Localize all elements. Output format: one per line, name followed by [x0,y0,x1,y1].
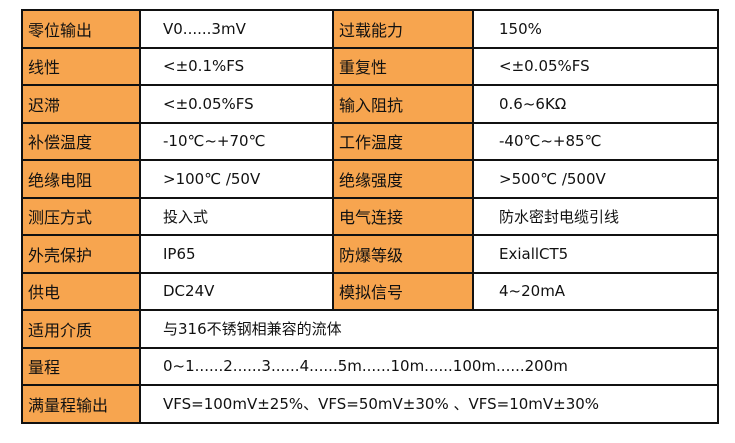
spec-label: 补偿温度 [21,121,141,161]
spec-label: 工作温度 [332,121,474,161]
spec-label: 迟滞 [21,84,141,124]
spec-row-wide: 量程 0~1......2......3......4......5m.....… [21,346,719,386]
spec-label: 模拟信号 [332,271,474,311]
spec-value: DC24V [139,271,334,311]
spec-label: 输入阻抗 [332,84,474,124]
spec-label: 满量程输出 [21,384,141,424]
spec-label: 防爆等级 [332,234,474,274]
spec-value: ExiallCT5 [472,234,719,274]
spec-row: 补偿温度 -10℃~+70℃ 工作温度 -40℃~+85℃ [21,121,719,161]
spec-row: 外壳保护 IP65 防爆等级 ExiallCT5 [21,234,719,274]
spec-value: 防水密封电缆引线 [472,196,719,236]
spec-row-wide: 满量程输出 VFS=100mV±25%、VFS=50mV±30% 、VFS=10… [21,384,719,424]
spec-value: 0~1......2......3......4......5m......10… [139,346,719,386]
spec-label: 量程 [21,346,141,386]
spec-label: 适用介质 [21,309,141,349]
spec-value: -40℃~+85℃ [472,121,719,161]
spec-label: 测压方式 [21,196,141,236]
spec-value: IP65 [139,234,334,274]
spec-row: 迟滞 <±0.05%FS 输入阻抗 0.6~6KΩ [21,84,719,124]
spec-value: VFS=100mV±25%、VFS=50mV±30% 、VFS=10mV±30% [139,384,719,424]
spec-label: 供电 [21,271,141,311]
spec-value: 投入式 [139,196,334,236]
spec-table: 零位输出 V0......3mV 过载能力 150% 线性 <±0.1%FS 重… [21,9,719,424]
spec-label: 绝缘电阻 [21,159,141,199]
spec-label: 外壳保护 [21,234,141,274]
spec-value: >500℃ /500V [472,159,719,199]
spec-value: <±0.1%FS [139,46,334,86]
spec-label: 重复性 [332,46,474,86]
spec-value: 150% [472,9,719,49]
spec-label: 零位输出 [21,9,141,49]
spec-value: <±0.05%FS [472,46,719,86]
spec-value: 4~20mA [472,271,719,311]
spec-label: 绝缘强度 [332,159,474,199]
spec-row-wide: 适用介质 与316不锈钢相兼容的流体 [21,309,719,349]
spec-value: -10℃~+70℃ [139,121,334,161]
spec-value: 与316不锈钢相兼容的流体 [139,309,719,349]
spec-row: 零位输出 V0......3mV 过载能力 150% [21,9,719,49]
spec-row: 测压方式 投入式 电气连接 防水密封电缆引线 [21,196,719,236]
spec-row: 线性 <±0.1%FS 重复性 <±0.05%FS [21,46,719,86]
spec-value: V0......3mV [139,9,334,49]
spec-label: 线性 [21,46,141,86]
spec-row: 供电 DC24V 模拟信号 4~20mA [21,271,719,311]
spec-value: <±0.05%FS [139,84,334,124]
spec-value: 0.6~6KΩ [472,84,719,124]
spec-value: >100℃ /50V [139,159,334,199]
spec-label: 过载能力 [332,9,474,49]
spec-row: 绝缘电阻 >100℃ /50V 绝缘强度 >500℃ /500V [21,159,719,199]
spec-label: 电气连接 [332,196,474,236]
